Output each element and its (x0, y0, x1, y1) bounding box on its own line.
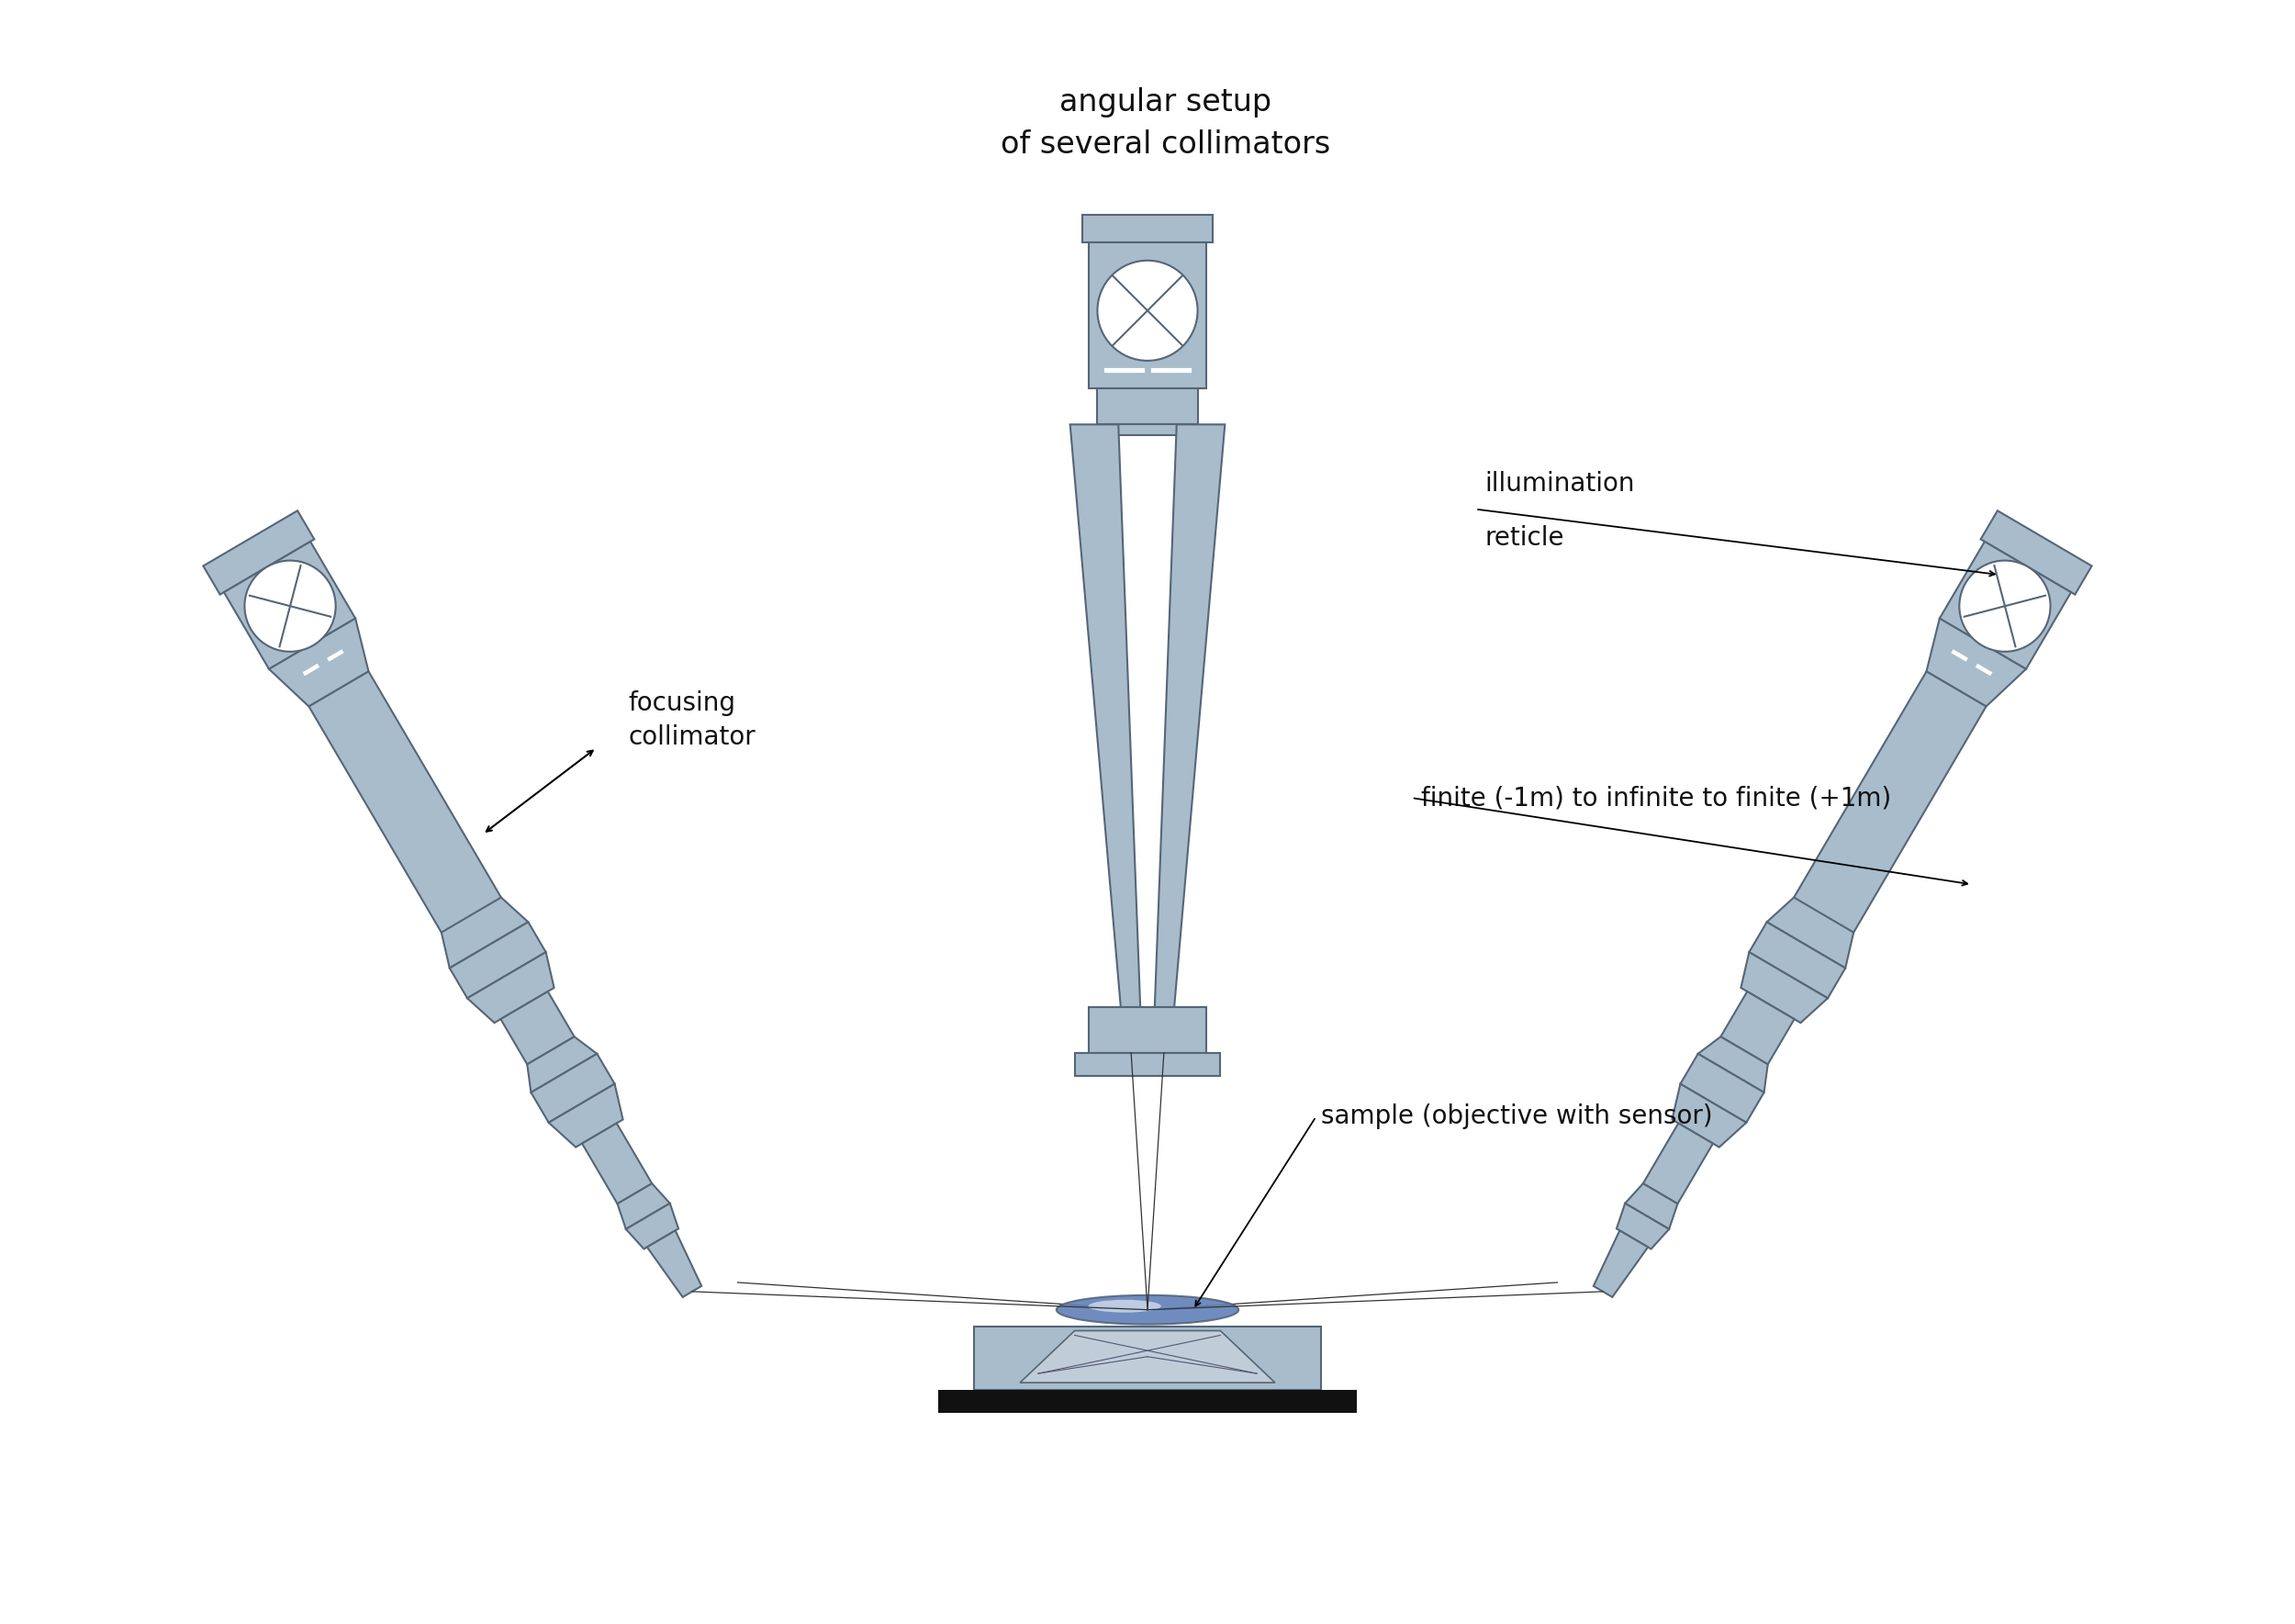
Polygon shape (1680, 1054, 1765, 1122)
Polygon shape (617, 1184, 670, 1229)
Ellipse shape (1088, 1299, 1161, 1312)
Bar (939, 1390, 1356, 1413)
Polygon shape (468, 952, 553, 1023)
Polygon shape (1625, 1184, 1678, 1229)
Polygon shape (1643, 1124, 1712, 1203)
Polygon shape (1069, 424, 1143, 1052)
Polygon shape (1673, 1083, 1746, 1147)
Polygon shape (1749, 922, 1845, 999)
Polygon shape (1926, 619, 2026, 706)
Polygon shape (450, 922, 546, 999)
Polygon shape (1698, 1036, 1767, 1093)
Text: focusing
collimator: focusing collimator (629, 690, 755, 750)
Text: sample (objective with sensor): sample (objective with sensor) (1320, 1104, 1712, 1130)
Bar (1097, 388, 1198, 424)
Polygon shape (1721, 992, 1795, 1064)
Polygon shape (500, 992, 574, 1064)
Polygon shape (530, 1054, 615, 1122)
Polygon shape (1939, 541, 2070, 669)
Polygon shape (1616, 1203, 1668, 1249)
Polygon shape (225, 541, 356, 669)
Bar (1081, 214, 1214, 242)
Polygon shape (1742, 952, 1827, 1023)
Circle shape (246, 560, 335, 651)
Polygon shape (1152, 424, 1226, 1052)
Polygon shape (269, 619, 369, 706)
Text: finite (-1m) to infinite to finite (+1m): finite (-1m) to infinite to finite (+1m) (1421, 784, 1891, 810)
Polygon shape (647, 1231, 702, 1298)
Polygon shape (1593, 1231, 1648, 1298)
Bar (975, 1327, 1320, 1390)
Polygon shape (627, 1203, 679, 1249)
Circle shape (1097, 260, 1198, 361)
Polygon shape (583, 1124, 652, 1203)
Bar (1074, 1052, 1221, 1075)
Polygon shape (549, 1083, 622, 1147)
Polygon shape (204, 510, 314, 594)
Circle shape (1960, 560, 2049, 651)
Bar (1088, 242, 1207, 388)
Polygon shape (1767, 898, 1854, 968)
Polygon shape (441, 898, 528, 968)
Polygon shape (1019, 1330, 1276, 1382)
Polygon shape (1786, 671, 1985, 947)
Bar (1106, 422, 1189, 435)
Bar (1088, 1007, 1207, 1052)
Text: angular setup
of several collimators: angular setup of several collimators (1001, 88, 1331, 159)
Polygon shape (310, 671, 509, 947)
Text: illumination: illumination (1485, 471, 1634, 497)
Ellipse shape (1056, 1296, 1239, 1324)
Polygon shape (1981, 510, 2091, 594)
Polygon shape (528, 1036, 597, 1093)
Text: reticle: reticle (1485, 526, 1563, 551)
